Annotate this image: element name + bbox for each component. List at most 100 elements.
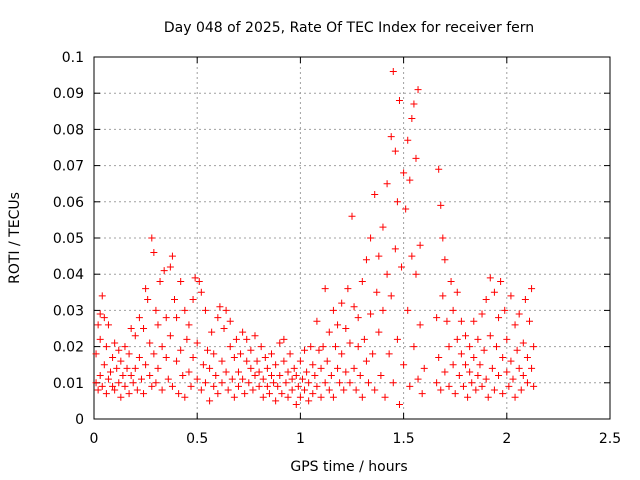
data-point <box>292 401 300 409</box>
data-point <box>137 375 145 383</box>
data-point <box>395 401 403 409</box>
data-point <box>383 270 391 278</box>
data-point <box>354 343 362 351</box>
data-point <box>350 364 358 372</box>
data-point <box>480 346 488 354</box>
data-point <box>206 397 214 405</box>
data-point <box>197 386 205 394</box>
data-point <box>121 343 129 351</box>
data-point <box>375 328 383 336</box>
data-point <box>115 379 123 387</box>
x-axis-title: GPS time / hours <box>290 459 407 475</box>
data-point <box>276 372 284 380</box>
data-point <box>263 382 271 390</box>
data-point <box>470 317 478 325</box>
data-point <box>342 325 350 332</box>
y-tick-label: 0.07 <box>53 159 84 175</box>
data-point <box>100 314 108 322</box>
data-point <box>313 382 321 390</box>
data-point <box>402 205 410 213</box>
data-point <box>288 375 296 383</box>
data-point <box>135 353 143 361</box>
y-tick-label: 0.02 <box>53 340 84 356</box>
data-point <box>404 306 412 314</box>
data-point <box>482 296 490 304</box>
data-point <box>499 353 507 361</box>
data-point <box>133 386 141 394</box>
data-point <box>255 368 263 376</box>
data-point <box>321 285 329 293</box>
data-point <box>346 339 354 347</box>
data-point <box>379 223 387 231</box>
data-point <box>441 368 449 376</box>
data-point <box>507 292 515 300</box>
data-point <box>327 372 335 380</box>
data-point <box>437 386 445 394</box>
data-point <box>152 306 160 314</box>
data-point <box>338 299 346 307</box>
data-point <box>243 357 251 365</box>
data-point <box>270 379 278 387</box>
data-point <box>307 343 315 351</box>
data-point <box>468 379 476 387</box>
axis-ticks: 0 0.01 0.02 0.03 0.04 0.05 0.06 0.07 0.08 0.09 0.1… <box>53 50 621 447</box>
data-point <box>501 306 509 314</box>
data-point <box>497 277 505 285</box>
data-point <box>170 296 178 304</box>
data-point <box>472 386 480 394</box>
data-point <box>412 154 420 162</box>
data-point <box>507 357 515 365</box>
data-point <box>365 379 373 387</box>
data-point <box>177 277 185 285</box>
data-point <box>435 353 443 361</box>
data-point <box>495 372 503 380</box>
data-point <box>342 368 350 376</box>
data-point <box>144 296 152 304</box>
y-tick-label: 0.09 <box>53 86 84 102</box>
data-point <box>369 350 377 358</box>
x-tick-label: 2.5 <box>599 431 621 447</box>
data-point <box>404 136 412 144</box>
x-tick-label: 2 <box>502 431 511 447</box>
data-point <box>334 321 342 329</box>
chart-title: Day 048 of 2025, Rate Of TEC Index for r… <box>164 20 534 36</box>
y-tick-label: 0.1 <box>62 50 84 66</box>
data-point <box>292 372 300 380</box>
data-point <box>317 364 325 372</box>
data-point <box>121 382 129 390</box>
data-point <box>414 86 422 94</box>
data-point <box>511 393 519 401</box>
data-point <box>387 133 395 141</box>
data-point <box>253 357 261 365</box>
data-point <box>206 364 214 372</box>
data-point <box>486 332 494 340</box>
data-point <box>323 357 331 365</box>
data-point <box>331 343 339 351</box>
data-point <box>515 364 523 372</box>
data-point <box>528 364 536 372</box>
y-tick-label: 0.04 <box>53 267 84 283</box>
data-point <box>412 270 420 278</box>
data-point <box>329 306 337 314</box>
data-point <box>239 328 247 336</box>
data-point <box>148 382 156 390</box>
data-point <box>367 234 375 242</box>
data-point <box>383 180 391 188</box>
data-point <box>214 390 222 398</box>
data-point <box>435 165 443 173</box>
data-point <box>94 321 102 329</box>
data-point <box>433 379 441 387</box>
data-point <box>470 353 478 361</box>
data-point <box>511 321 519 329</box>
data-point <box>400 361 408 369</box>
data-point <box>102 390 110 398</box>
data-point <box>187 382 195 390</box>
data-point <box>148 234 156 242</box>
data-point <box>156 277 164 285</box>
data-point <box>486 274 494 282</box>
data-point <box>193 339 201 347</box>
data-point <box>251 332 259 340</box>
data-point <box>445 382 453 390</box>
x-tick-label: 1.5 <box>392 431 414 447</box>
data-point <box>158 386 166 394</box>
